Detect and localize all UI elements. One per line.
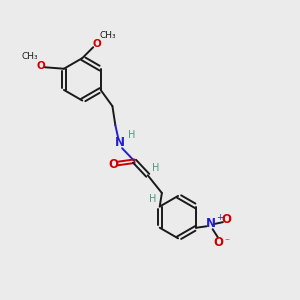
Text: N: N <box>115 136 125 149</box>
Text: O: O <box>92 39 101 49</box>
Text: ⁻: ⁻ <box>224 238 229 248</box>
Text: O: O <box>221 213 232 226</box>
Text: O: O <box>214 236 224 249</box>
Text: +: + <box>216 213 223 222</box>
Text: H: H <box>149 194 156 205</box>
Text: CH₃: CH₃ <box>100 31 116 40</box>
Text: O: O <box>108 158 118 171</box>
Text: H: H <box>152 163 160 173</box>
Text: CH₃: CH₃ <box>21 52 38 62</box>
Text: N: N <box>206 218 216 230</box>
Text: H: H <box>128 130 136 140</box>
Text: O: O <box>37 61 46 71</box>
